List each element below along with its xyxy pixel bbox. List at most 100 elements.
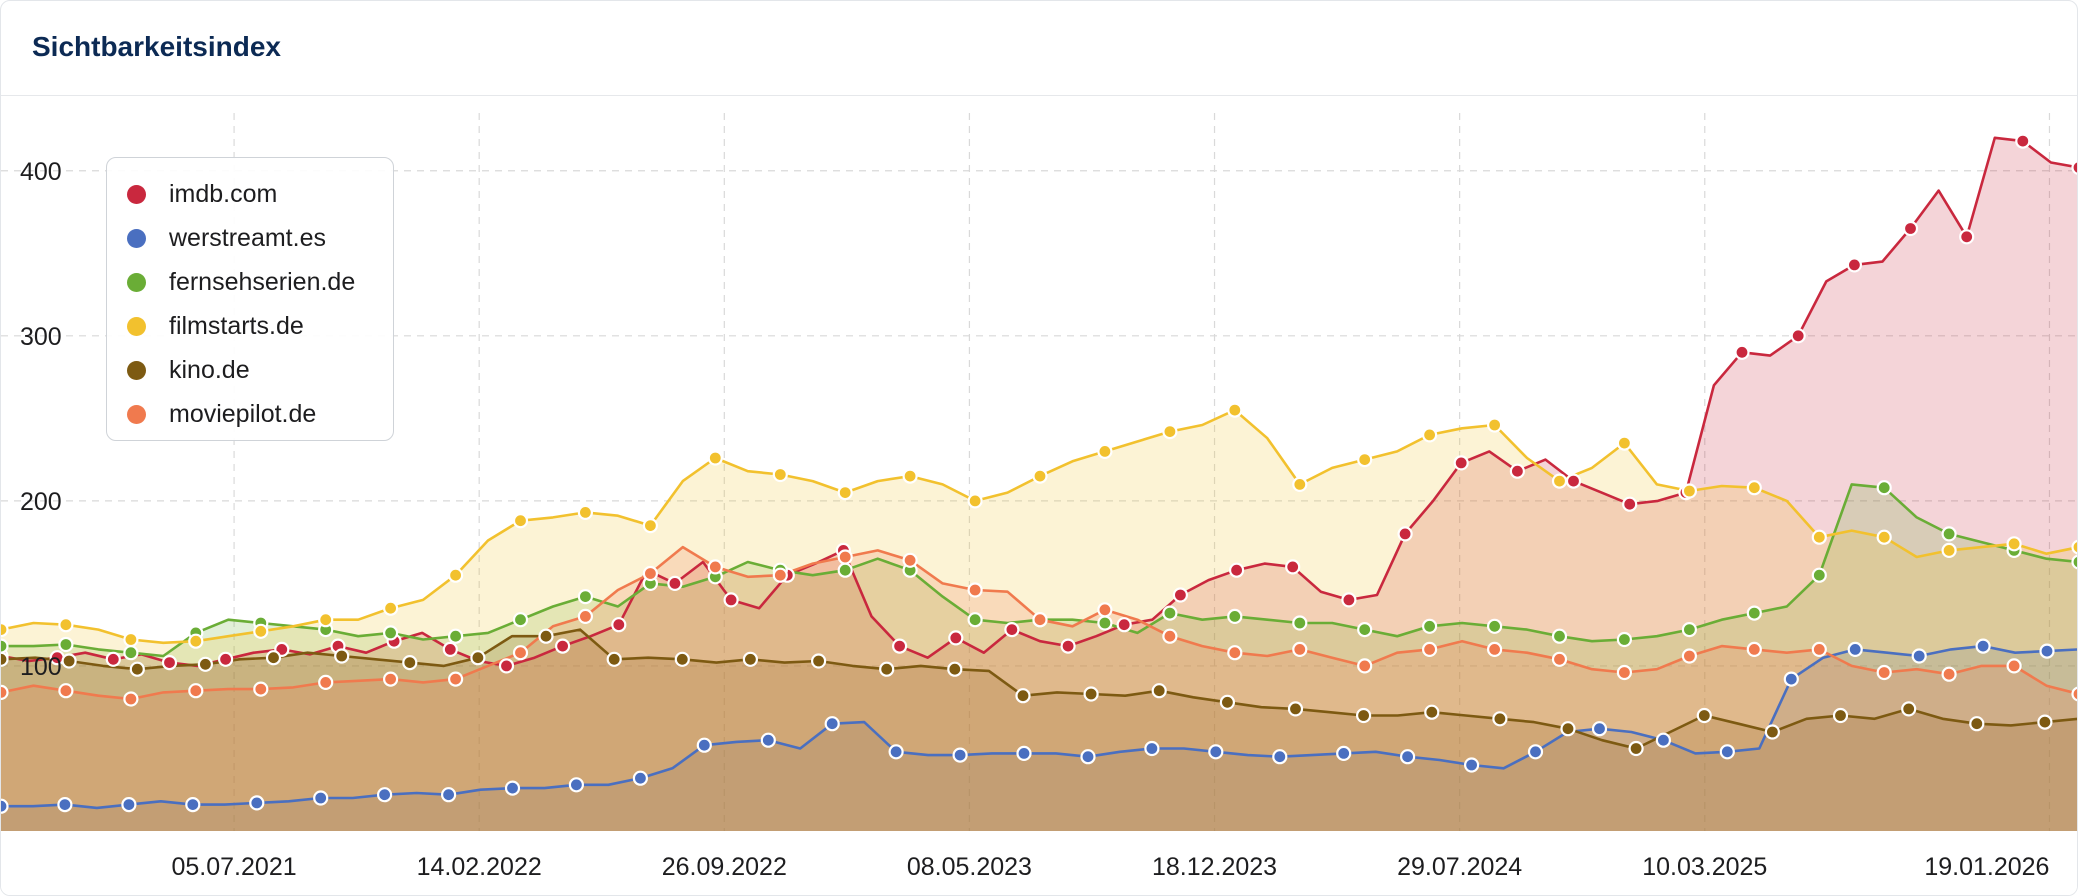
data-point-werstreamt-es[interactable] <box>1783 671 1799 687</box>
data-point-fernsehserien-de[interactable] <box>383 625 399 641</box>
data-point-moviepilot-de[interactable] <box>1941 666 1957 682</box>
data-point-fernsehserien-de[interactable] <box>1811 567 1827 583</box>
data-point-moviepilot-de[interactable] <box>577 608 594 625</box>
data-point-werstreamt-es[interactable] <box>1911 648 1927 664</box>
data-point-kino-de[interactable] <box>742 651 759 667</box>
data-point-imdb-com[interactable] <box>1959 229 1975 245</box>
data-point-moviepilot-de[interactable] <box>1292 641 1308 658</box>
data-point-moviepilot-de[interactable] <box>642 565 659 582</box>
data-point-moviepilot-de[interactable] <box>58 683 74 699</box>
data-point-kino-de[interactable] <box>1287 701 1304 717</box>
data-point-filmstarts-de[interactable] <box>1941 542 1957 559</box>
data-point-moviepilot-de[interactable] <box>1421 641 1438 658</box>
data-point-kino-de[interactable] <box>674 651 690 667</box>
data-point-filmstarts-de[interactable] <box>1032 468 1048 484</box>
data-point-moviepilot-de[interactable] <box>253 681 269 697</box>
data-point-werstreamt-es[interactable] <box>504 780 521 796</box>
data-point-moviepilot-de[interactable] <box>1811 641 1827 658</box>
data-point-werstreamt-es[interactable] <box>1144 740 1160 757</box>
data-point-fernsehserien-de[interactable] <box>1 638 9 654</box>
data-point-werstreamt-es[interactable] <box>568 777 585 793</box>
data-point-fernsehserien-de[interactable] <box>123 645 139 661</box>
data-point-filmstarts-de[interactable] <box>1292 476 1308 492</box>
data-point-fernsehserien-de[interactable] <box>1616 631 1633 648</box>
data-point-imdb-com[interactable] <box>2071 160 2078 175</box>
data-point-moviepilot-de[interactable] <box>1097 602 1113 618</box>
data-point-kino-de[interactable] <box>1151 683 1167 699</box>
data-point-filmstarts-de[interactable] <box>1681 483 1698 499</box>
data-point-imdb-com[interactable] <box>891 638 908 654</box>
data-point-imdb-com[interactable] <box>1116 617 1132 633</box>
data-point-fernsehserien-de[interactable] <box>1357 621 1373 638</box>
data-point-filmstarts-de[interactable] <box>707 450 723 466</box>
data-point-imdb-com[interactable] <box>1228 562 1245 578</box>
data-point-imdb-com[interactable] <box>1285 559 1301 575</box>
data-point-werstreamt-es[interactable] <box>2039 643 2055 659</box>
data-point-werstreamt-es[interactable] <box>377 787 393 803</box>
data-point-imdb-com[interactable] <box>948 630 964 646</box>
data-point-imdb-com[interactable] <box>442 641 458 658</box>
data-point-filmstarts-de[interactable] <box>1746 480 1762 496</box>
legend-item-fernsehserien-de[interactable]: fernsehserien.de <box>127 260 393 304</box>
data-point-moviepilot-de[interactable] <box>1681 648 1698 664</box>
data-point-moviepilot-de[interactable] <box>772 567 788 583</box>
data-point-werstreamt-es[interactable] <box>632 770 649 786</box>
data-point-filmstarts-de[interactable] <box>1227 402 1243 418</box>
data-point-imdb-com[interactable] <box>1453 455 1469 471</box>
data-point-imdb-com[interactable] <box>667 575 683 592</box>
data-point-kino-de[interactable] <box>1219 694 1236 710</box>
data-point-filmstarts-de[interactable] <box>1811 529 1827 545</box>
data-point-fernsehserien-de[interactable] <box>1292 615 1308 631</box>
data-point-werstreamt-es[interactable] <box>1655 732 1672 748</box>
data-point-kino-de[interactable] <box>947 661 963 677</box>
data-point-filmstarts-de[interactable] <box>512 513 529 529</box>
data-point-werstreamt-es[interactable] <box>1 798 9 814</box>
data-point-werstreamt-es[interactable] <box>1975 638 1991 654</box>
data-point-imdb-com[interactable] <box>1734 344 1750 360</box>
data-point-fernsehserien-de[interactable] <box>1876 480 1892 496</box>
data-point-fernsehserien-de[interactable] <box>448 628 464 644</box>
data-point-filmstarts-de[interactable] <box>123 631 139 648</box>
data-point-fernsehserien-de[interactable] <box>577 588 594 605</box>
legend-item-kino-de[interactable]: kino.de <box>127 348 393 392</box>
data-point-moviepilot-de[interactable] <box>707 559 723 575</box>
data-point-werstreamt-es[interactable] <box>1719 744 1735 760</box>
data-point-imdb-com[interactable] <box>498 658 515 674</box>
data-point-moviepilot-de[interactable] <box>512 645 529 661</box>
legend-item-filmstarts-de[interactable]: filmstarts.de <box>127 304 393 348</box>
data-point-kino-de[interactable] <box>1560 721 1576 737</box>
data-point-filmstarts-de[interactable] <box>448 567 464 583</box>
data-point-werstreamt-es[interactable] <box>441 787 457 803</box>
data-point-fernsehserien-de[interactable] <box>1681 621 1698 638</box>
data-point-fernsehserien-de[interactable] <box>2071 554 2078 570</box>
data-point-werstreamt-es[interactable] <box>1399 749 1416 765</box>
data-point-werstreamt-es[interactable] <box>696 737 712 753</box>
data-point-werstreamt-es[interactable] <box>1208 744 1224 760</box>
data-point-moviepilot-de[interactable] <box>1876 664 1892 681</box>
data-point-werstreamt-es[interactable] <box>1336 745 1352 762</box>
data-point-werstreamt-es[interactable] <box>1016 745 1032 762</box>
data-point-werstreamt-es[interactable] <box>1847 641 1863 658</box>
data-point-imdb-com[interactable] <box>611 617 627 633</box>
data-point-werstreamt-es[interactable] <box>760 732 776 748</box>
data-point-kino-de[interactable] <box>197 656 213 672</box>
data-point-kino-de[interactable] <box>606 651 622 667</box>
data-point-filmstarts-de[interactable] <box>383 600 399 616</box>
data-point-kino-de[interactable] <box>1083 686 1099 702</box>
data-point-imdb-com[interactable] <box>1397 526 1413 542</box>
data-point-werstreamt-es[interactable] <box>249 795 265 811</box>
data-point-werstreamt-es[interactable] <box>1527 744 1544 760</box>
data-point-moviepilot-de[interactable] <box>837 549 853 565</box>
data-point-fernsehserien-de[interactable] <box>1746 605 1762 621</box>
data-point-fernsehserien-de[interactable] <box>1421 618 1438 634</box>
data-point-werstreamt-es[interactable] <box>1272 749 1288 765</box>
data-point-werstreamt-es[interactable] <box>952 747 968 763</box>
data-point-filmstarts-de[interactable] <box>642 517 659 534</box>
data-point-imdb-com[interactable] <box>1172 587 1189 603</box>
data-point-filmstarts-de[interactable] <box>772 466 788 483</box>
data-point-kino-de[interactable] <box>334 648 350 664</box>
data-point-filmstarts-de[interactable] <box>1876 529 1892 545</box>
data-point-filmstarts-de[interactable] <box>1 622 9 638</box>
data-point-moviepilot-de[interactable] <box>448 671 464 687</box>
data-point-imdb-com[interactable] <box>1509 463 1526 479</box>
